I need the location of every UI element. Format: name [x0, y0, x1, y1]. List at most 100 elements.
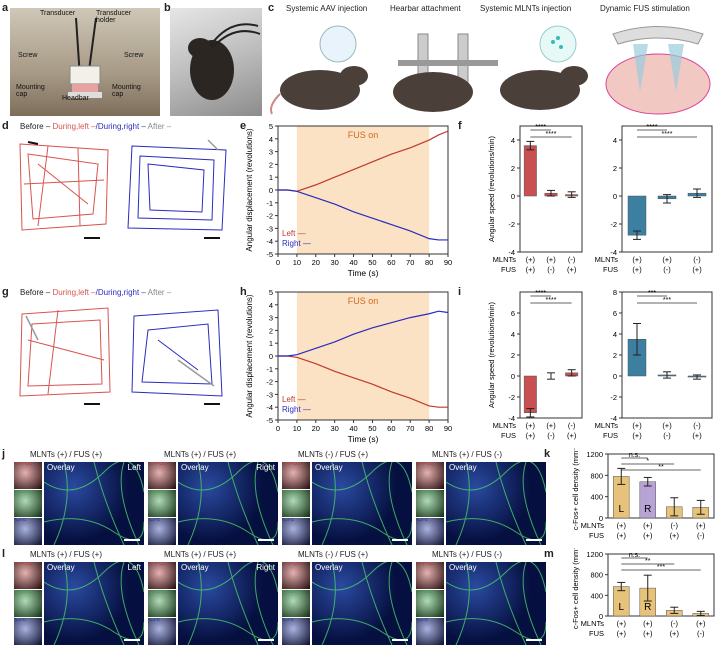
y-tick-label: -5 [266, 416, 273, 425]
y-tick-label: -4 [610, 414, 617, 423]
channel-cre-image: Cre [14, 518, 42, 545]
hemisphere-label: Left [127, 463, 141, 472]
group-label: (+) [643, 531, 653, 540]
panel-label-h: h [240, 286, 247, 298]
group-label: (-) [568, 255, 576, 264]
sig-label-1: **** [662, 131, 673, 138]
panel-label-g: g [2, 286, 9, 298]
chart-k-cfos-density: 0 400 800 1200 c-Fos+ cell density (mm⁻²) L (+… [571, 448, 715, 540]
channel-cfos-image: c-Fos [416, 562, 444, 589]
condition-title: MLNTs (+) / FUS (+) [30, 450, 103, 459]
y-tick-label: 0 [613, 192, 617, 201]
y-axis-label: c-Fos+ cell density (mm⁻²) [571, 448, 580, 530]
panel-label-j: j [2, 448, 6, 460]
channel-label: Cre [417, 518, 429, 523]
mouse-with-headbar-drawing [188, 23, 261, 100]
bar-label-1: R [644, 602, 651, 613]
bar-0 [523, 375, 537, 413]
y-axis-label: Angular speed (revolutions/min) [487, 136, 496, 242]
y-tick-label: 4 [511, 136, 515, 145]
channel-cfos-image: c-Fos [148, 462, 176, 489]
overlay-image: Overlay [312, 462, 412, 545]
channel-label: Cre [149, 618, 161, 623]
x-tick-label: 40 [349, 258, 357, 267]
row-label-fus: FUS [501, 265, 516, 274]
group-label: (+) [692, 431, 702, 440]
y-tick-label: 8 [613, 288, 617, 297]
chart-e-angular-displacement: FUS on 0 10 20 30 40 50 60 70 80 90 -5 -4 -3 -2 -1 0 1 2 3 4… [245, 122, 452, 278]
x-tick-label: 90 [444, 258, 452, 267]
row-label-mlnts: MLNTs [493, 255, 517, 264]
channel-cfos-image: c-Fos [148, 562, 176, 589]
y-tick-label: -4 [266, 403, 273, 412]
x-tick-label: 20 [312, 424, 320, 433]
channel-cre-image: Cre [416, 518, 444, 545]
legend-before: Before – [20, 288, 51, 297]
legend-right: Right — [282, 239, 311, 248]
channel-label: ChR2 [149, 490, 167, 495]
group-label: (+) [526, 421, 536, 430]
channel-cfos-image: c-Fos [282, 562, 310, 589]
overlay-label: Overlay [315, 463, 343, 472]
legend-right: /During,right – [95, 288, 146, 297]
legend-right: /During,right – [95, 122, 146, 131]
annotation-screw-left: Screw [18, 52, 38, 59]
row-label-mlnts: MLNTs [581, 619, 605, 628]
hemisphere-label: Right [256, 563, 275, 572]
row-label-mlnts: MLNTs [493, 421, 517, 430]
x-tick-label: 80 [425, 258, 433, 267]
group-label: (+) [546, 255, 556, 264]
group-label: (-) [547, 431, 555, 440]
channel-label: c-Fos [417, 462, 435, 467]
channel-label: ChR2 [417, 490, 435, 495]
y-tick-label: -5 [266, 250, 273, 259]
chart-m-cfos-density: 0 400 800 1200 c-Fos+ cell density (mm⁻²) L (+… [571, 548, 715, 638]
y-tick-label: 1 [269, 339, 273, 348]
panel-label-k: k [544, 448, 551, 460]
group-label: (+) [526, 255, 536, 264]
overlay-label: Overlay [181, 563, 209, 572]
legend-after: After – [147, 122, 172, 131]
group-label: (+) [632, 265, 642, 274]
annotation-headbar: Headbar [62, 95, 89, 102]
sig-label-1: **** [546, 297, 557, 304]
x-tick-label: 80 [425, 424, 433, 433]
legend-left: During,left – [52, 288, 96, 297]
condition-title: MLNTs (+) / FUS (-) [432, 550, 502, 559]
channel-chr2-image: ChR2 [282, 590, 310, 617]
bar-label-0: L [618, 602, 624, 613]
sig-label-1: *** [663, 297, 671, 304]
bar-label-1: R [644, 504, 651, 515]
x-tick-label: 50 [368, 424, 376, 433]
y-tick-label: -2 [508, 393, 515, 402]
y-tick-label: 2 [269, 326, 273, 335]
scale-bar [392, 639, 408, 641]
channel-cfos-image: c-Fos [14, 562, 42, 589]
y-tick-label: 400 [590, 591, 603, 600]
chart-f-left-speed: -4 -2 0 2 4 Angular speed (revolutions/min) (+… [487, 124, 583, 274]
y-tick-label: 3 [269, 314, 273, 323]
overlay-label: Overlay [315, 563, 343, 572]
y-axis-label: c-Fos+ cell density (mm⁻²) [571, 548, 580, 629]
fus-on-band [296, 292, 430, 420]
row-label-mlnts: MLNTs [595, 255, 619, 264]
channel-cre-image: Cre [148, 618, 176, 645]
y-tick-label: -3 [266, 390, 273, 399]
x-tick-label: 70 [406, 424, 414, 433]
fus-on-label: FUS on [348, 130, 379, 140]
group-label: (+) [696, 521, 706, 530]
scale-bar [526, 639, 542, 641]
channel-chr2-image: ChR2 [148, 590, 176, 617]
condition-title: MLNTs (+) / FUS (+) [30, 550, 103, 559]
channel-chr2-image: ChR2 [416, 490, 444, 517]
step-mlnts-injection: Systemic MLNTs injection [480, 4, 572, 13]
panel-label-e: e [240, 120, 247, 132]
sig-label-2: ** [658, 464, 664, 471]
channel-label: c-Fos [149, 562, 167, 567]
overlay-image: Overlay Right [178, 462, 278, 545]
y-tick-label: 2 [511, 164, 515, 173]
legend-left: Left — [282, 229, 306, 238]
scale-bar [124, 639, 140, 641]
bar-label-0: L [618, 504, 624, 515]
channel-label: ChR2 [283, 490, 301, 495]
